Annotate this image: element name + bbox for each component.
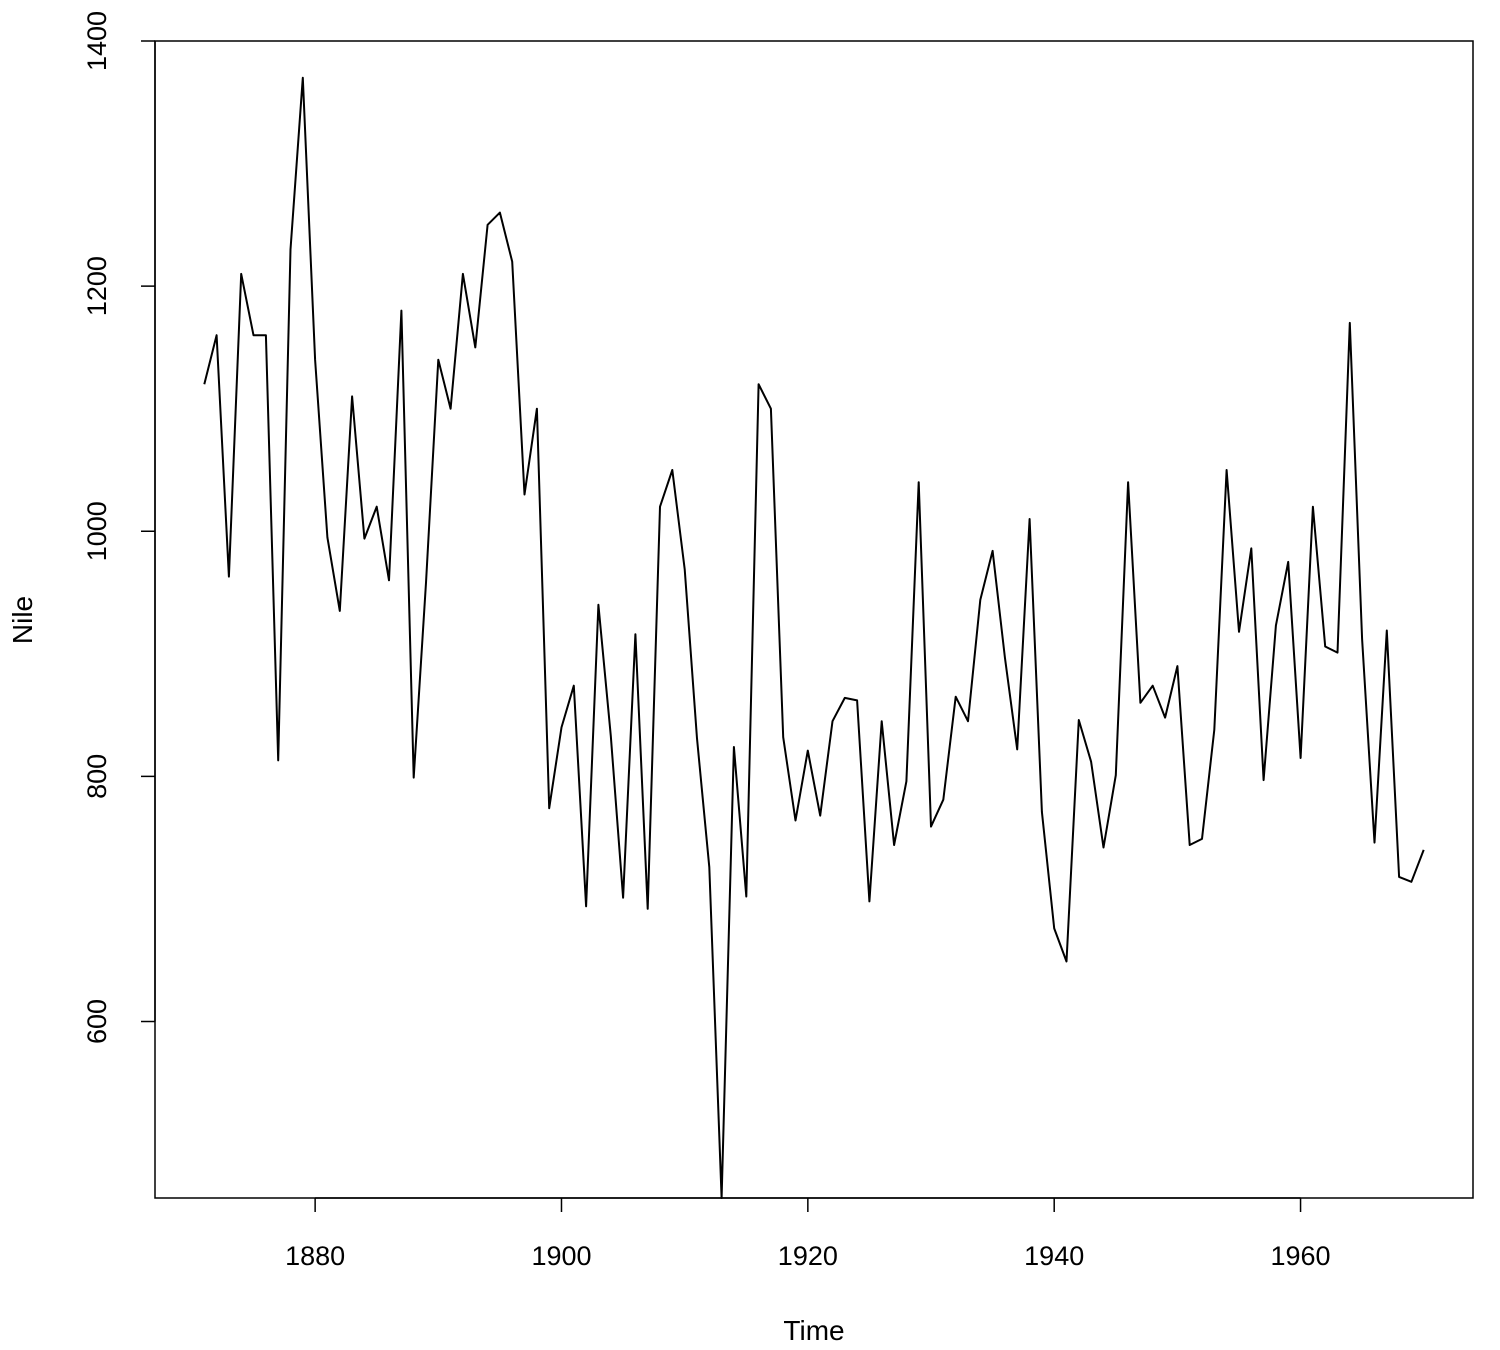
- y-tick-label: 1000: [82, 501, 112, 561]
- y-axis-label: Nile: [7, 596, 38, 644]
- x-tick-label: 1880: [285, 1241, 345, 1271]
- x-tick-label: 1940: [1024, 1241, 1084, 1271]
- y-tick-label: 800: [82, 754, 112, 799]
- y-tick-label: 1400: [82, 11, 112, 71]
- y-tick-label: 600: [82, 999, 112, 1044]
- x-tick-label: 1960: [1271, 1241, 1331, 1271]
- y-tick-label: 1200: [82, 256, 112, 316]
- x-tick-label: 1900: [531, 1241, 591, 1271]
- plot-frame: [154, 40, 1474, 1199]
- series-line: [203, 76, 1425, 1199]
- x-axis-label: Time: [783, 1315, 844, 1346]
- x-tick-label: 1920: [778, 1241, 838, 1271]
- x-axis: 1880 1900 1920 1940 1960: [285, 1197, 1331, 1271]
- y-axis: 600 800 1000 1200 1400: [82, 11, 156, 1044]
